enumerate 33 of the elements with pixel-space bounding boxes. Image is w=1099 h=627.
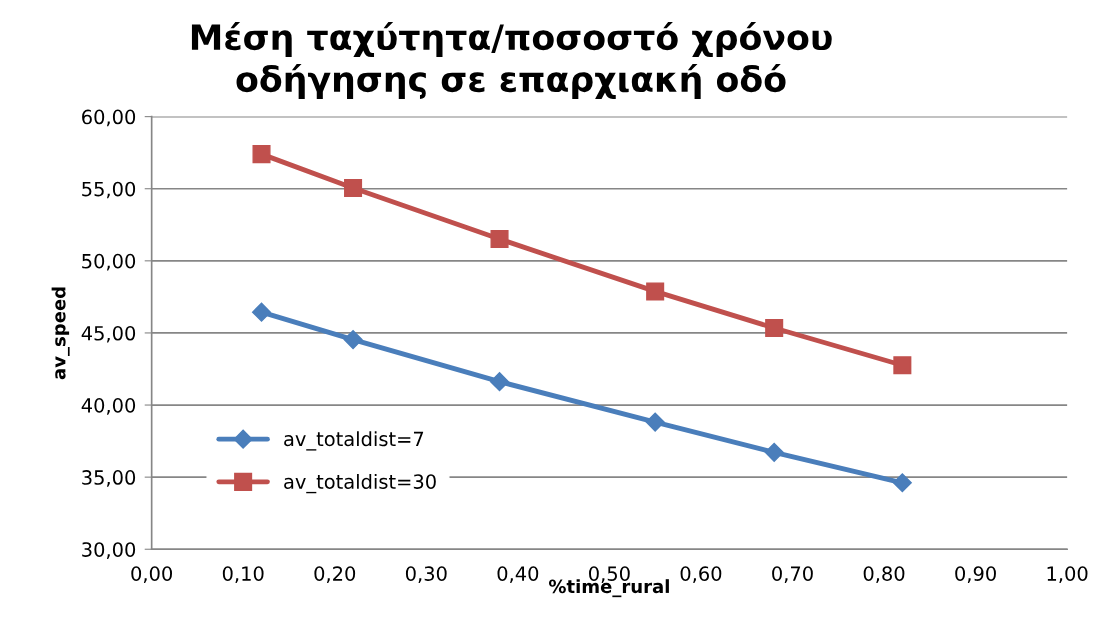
point [344,178,363,198]
x-tick-label: 0,70 [772,566,813,583]
x-tick-label: 0,00 [131,566,173,583]
chart-title: Μέση ταχύτητα/ποσοστό χρόνου οδήγησης σε επαρχιακή οδό [191,21,832,99]
x-tick-label: 0,30 [405,566,447,583]
x-tick-label: 0,20 [314,566,356,583]
point [343,330,363,350]
y-axis-title: av_speed [51,287,70,380]
y-tick-label: 40,00 [81,398,136,415]
point [764,442,784,462]
point [490,230,509,249]
y-tick-label: 60,00 [82,109,136,127]
point [490,372,510,392]
legend-label: av_totaldist=30 [284,473,436,494]
y-tick-label: 35,00 [82,470,136,487]
x-tick-label: 1,00 [1047,566,1088,583]
legend-label: av_totaldist=7 [284,431,424,451]
y-tick-label: 55,00 [82,181,136,199]
point [892,473,912,493]
point [765,319,784,338]
x-tick-label: 0,60 [680,566,722,583]
x-tick-label: 0,90 [955,566,996,583]
x-tick-label: 0,10 [222,566,264,583]
y-tick-label: 45,00 [81,325,136,343]
point [645,412,665,432]
point [252,145,271,164]
point [251,302,272,322]
y-tick-label: 50,00 [82,253,136,271]
x-tick-label: 0,80 [863,566,905,583]
point [646,282,665,301]
x-tick-label: 0,40 [497,566,539,583]
y-tick-label: 30,00 [82,542,136,559]
point [893,356,912,375]
